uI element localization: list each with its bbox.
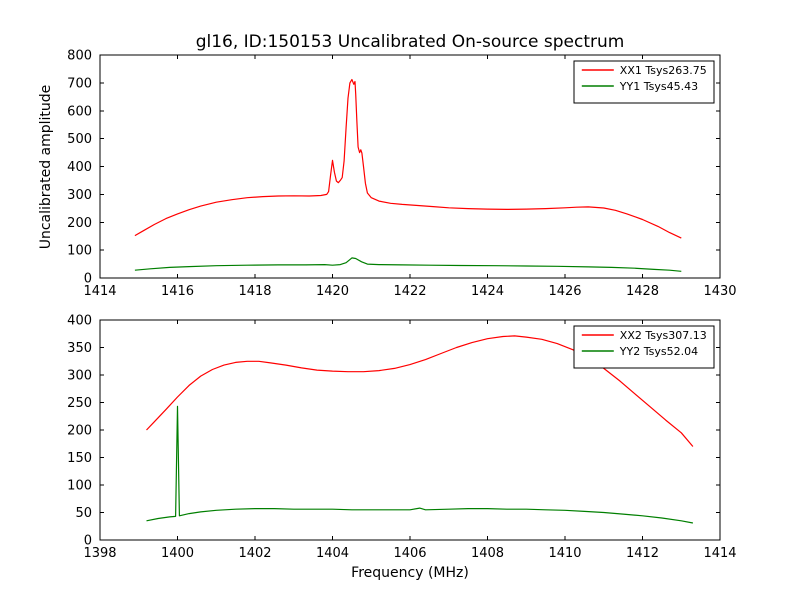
x-tick-label: 1426 [548, 284, 581, 299]
series-line-yy1 [134, 257, 682, 272]
legend-box [573, 325, 715, 369]
x-tick-label: 1414 [83, 284, 116, 299]
x-tick-label: 1420 [316, 284, 349, 299]
y-tick-label: 150 [67, 451, 92, 466]
x-tick-label: 1418 [238, 284, 271, 299]
x-tick-label: 1400 [161, 546, 194, 561]
y-tick-label: 100 [67, 244, 92, 259]
x-tick-label: 1414 [703, 546, 736, 561]
x-tick-label: 1408 [471, 546, 504, 561]
x-tick-label: 1410 [548, 546, 581, 561]
series-line-xx1 [134, 78, 682, 239]
x-tick-label: 1412 [626, 546, 659, 561]
legend-label: YY2 Tsys52.04 [619, 345, 698, 358]
x-tick-label: 1398 [83, 546, 116, 561]
y-tick-label: 300 [67, 188, 92, 203]
y-tick-label: 200 [67, 424, 92, 439]
y-tick-label: 50 [75, 506, 92, 521]
y-tick-label: 400 [67, 160, 92, 175]
x-tick-label: 1424 [471, 284, 504, 299]
y-tick-label: 800 [67, 49, 92, 64]
legend-label: XX1 Tsys263.75 [620, 64, 707, 77]
x-axis-label-bottom: Frequency (MHz) [351, 565, 469, 581]
legend-label: YY1 Tsys45.43 [619, 80, 698, 93]
legend-box [573, 60, 715, 104]
x-tick-label: 1402 [238, 546, 271, 561]
x-tick-label: 1404 [316, 546, 349, 561]
subplot-bottom: 1398 1400 1402 1404 1406 1408 1410 1412 1414 0 50 1… [67, 314, 736, 562]
y-tick-label: 700 [67, 76, 92, 91]
x-tick-label: 1406 [393, 546, 426, 561]
y-axis-label-top: Uncalibrated amplitude [38, 85, 54, 250]
x-tick-label: 1430 [703, 284, 736, 299]
y-tick-label: 250 [67, 396, 92, 411]
x-tick-label: 1416 [161, 284, 194, 299]
subplot-top: 1414 1416 1418 1420 1422 1424 1426 1428 1430 0 100… [67, 49, 736, 300]
y-tick-label: 200 [67, 216, 92, 231]
y-tick-label: 350 [67, 341, 92, 356]
figure-title: gl16, ID:150153 Uncalibrated On-source s… [196, 32, 625, 52]
y-tick-label: 400 [67, 314, 92, 329]
x-tick-label: 1422 [393, 284, 426, 299]
y-tick-label: 0 [84, 534, 92, 549]
x-tick-label: 1428 [626, 284, 659, 299]
y-tick-label: 0 [84, 272, 92, 287]
y-tick-label: 500 [67, 132, 92, 147]
series-line-yy2 [146, 405, 694, 524]
legend-label: XX2 Tsys307.13 [620, 329, 707, 342]
y-tick-label: 300 [67, 369, 92, 384]
y-tick-label: 600 [67, 104, 92, 119]
y-tick-label: 100 [67, 479, 92, 494]
